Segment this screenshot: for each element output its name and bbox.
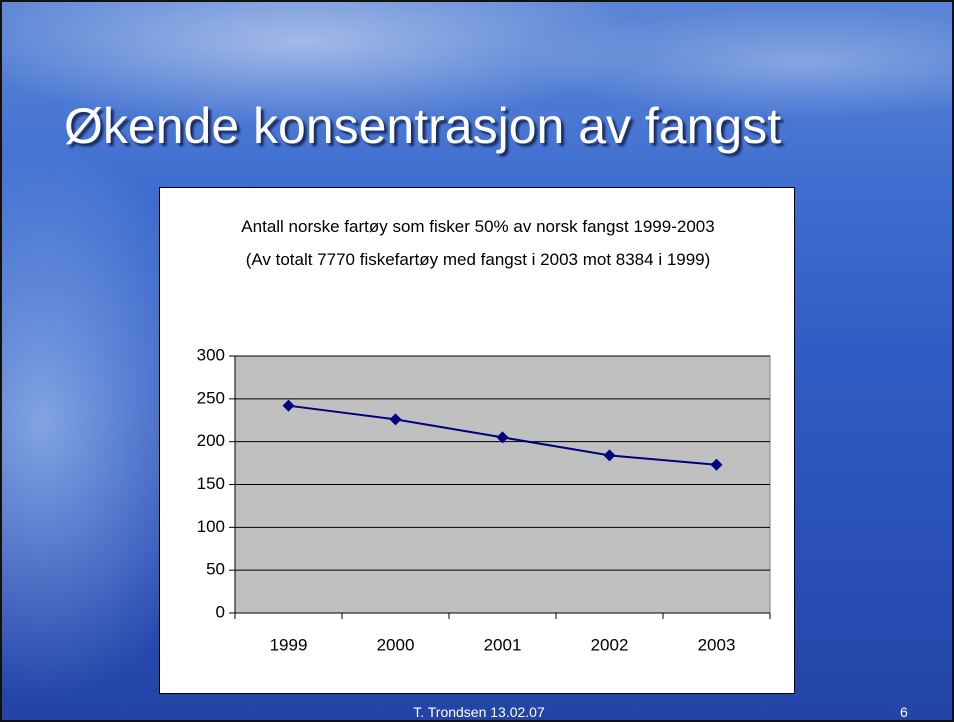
data-point (389, 413, 402, 426)
x-tick-label: 2000 (377, 635, 415, 654)
data-point (282, 399, 295, 412)
chart-box: 0 50 100 150 200 250 300 1999 2000 2001 2002 2003 A… (159, 187, 795, 694)
data-point (710, 458, 723, 471)
x-tick-label: 1999 (270, 635, 308, 654)
footer: T. Trondsen 13.02.07 (413, 704, 545, 720)
y-tick-label: 300 (197, 345, 225, 364)
x-tick-label: 2001 (484, 635, 522, 654)
y-tick-label: 0 (216, 602, 225, 621)
y-tick-label: 50 (206, 560, 225, 579)
chart-title: Antall norske fartøy som fisker 50% av n… (241, 217, 715, 269)
page-number: 6 (900, 704, 908, 720)
data-point (496, 431, 509, 444)
chart: 0 50 100 150 200 250 300 1999 2000 2001 2002 2003 (197, 345, 771, 654)
x-tick-label: 2002 (591, 635, 629, 654)
y-tick-label: 200 (197, 431, 225, 450)
y-tick-label: 100 (197, 517, 225, 536)
x-tick-label: 2003 (698, 635, 736, 654)
y-tick-label: 250 (197, 388, 225, 407)
data-point (603, 449, 616, 462)
slide-title: Økende konsentrasjon av fangst (64, 98, 782, 154)
y-tick-label: 150 (197, 474, 225, 493)
